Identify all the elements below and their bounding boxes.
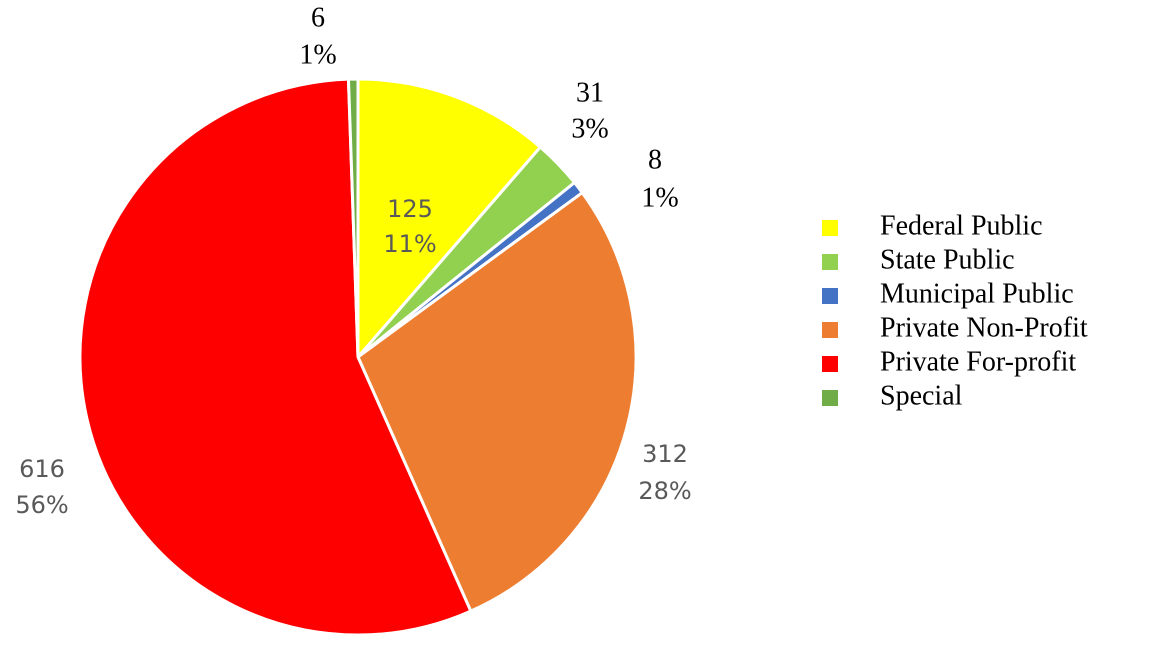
data-label: 31 <box>576 77 604 108</box>
data-label: 312 <box>642 440 688 468</box>
legend-swatch <box>822 356 838 372</box>
legend-swatch <box>822 390 838 406</box>
percent-label: 3% <box>571 113 608 144</box>
pie-slice <box>78 77 473 637</box>
legend-label: Private For-profit <box>880 346 1076 377</box>
legend-swatch <box>822 254 838 270</box>
legend-swatch <box>822 220 838 236</box>
data-label: 616 <box>19 455 65 483</box>
percent-label: 28% <box>638 477 691 505</box>
legend-label: Special <box>880 380 963 411</box>
pie-slice <box>356 77 543 362</box>
percent-label: 56% <box>15 491 68 519</box>
legend-label: State Public <box>880 244 1015 275</box>
pie-slice <box>346 77 360 358</box>
legend-swatch <box>822 288 838 304</box>
legend-label: Municipal Public <box>880 278 1074 309</box>
data-label: 125 <box>387 195 433 223</box>
data-label: 8 <box>648 144 662 175</box>
data-label: 6 <box>311 2 325 33</box>
legend-label: Federal Public <box>880 210 1043 241</box>
legend-label: Private Non-Profit <box>880 312 1088 343</box>
percent-label: 11% <box>383 230 436 258</box>
percent-label: 1% <box>299 39 336 70</box>
legend-swatch <box>822 322 838 338</box>
pie-slice <box>356 190 638 614</box>
percent-label: 1% <box>641 182 678 213</box>
